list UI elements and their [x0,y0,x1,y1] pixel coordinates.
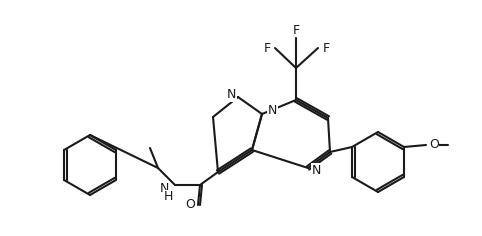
Text: N: N [160,182,169,195]
Text: H: H [163,190,173,203]
Text: O: O [429,139,439,152]
Text: F: F [293,24,299,37]
Text: F: F [264,42,270,55]
Text: N: N [227,88,236,101]
Text: N: N [268,105,277,118]
Text: O: O [185,198,195,211]
Text: F: F [322,42,330,55]
Text: N: N [312,164,321,177]
